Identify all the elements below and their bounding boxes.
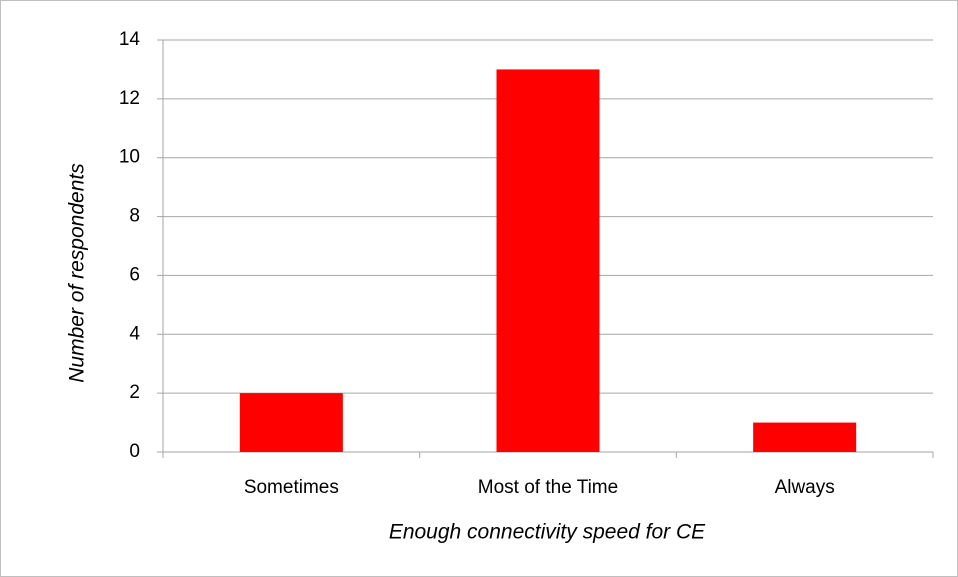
y-tick-label: 8 — [129, 206, 140, 227]
y-tick-label: 10 — [119, 147, 140, 168]
y-tick-label: 14 — [119, 29, 141, 50]
x-axis-label: Enough connectivity speed for CE — [389, 521, 706, 544]
y-tick-label: 6 — [129, 264, 140, 285]
y-tick-label: 2 — [129, 382, 140, 403]
x-tick-label: Sometimes — [244, 477, 339, 498]
bar — [496, 69, 600, 452]
bar — [239, 393, 343, 452]
y-axis-label: Number of respondents — [66, 163, 89, 383]
y-tick-label: 12 — [119, 88, 140, 109]
y-tick-label: 4 — [129, 323, 140, 344]
y-tick-label: 0 — [129, 441, 140, 462]
x-tick-label: Most of the Time — [478, 477, 618, 498]
bar — [753, 422, 857, 452]
x-tick-label: Always — [775, 477, 835, 498]
